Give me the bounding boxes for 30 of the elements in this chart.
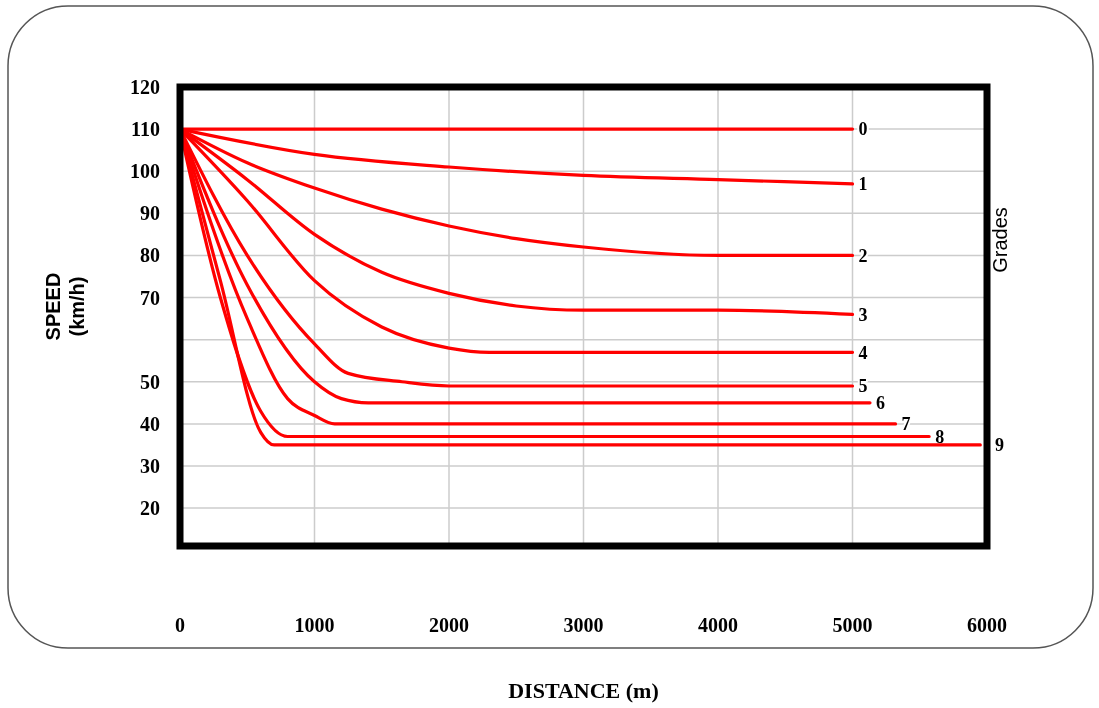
x-tick-label: 4000 [698,614,738,636]
y-tick-label: 120 [130,76,160,98]
series-label: 3 [858,304,868,325]
series-label: 8 [935,426,945,447]
y-axis-title: SPEED (km/h) [42,272,88,341]
series-label: 6 [875,393,885,414]
y-tick-label: 80 [140,244,160,267]
series-label: 0 [858,119,868,140]
x-tick-label: 0 [175,614,185,636]
x-tick-label: 2000 [429,614,469,636]
y-tick-label: 30 [140,454,160,477]
y-tick-label: 70 [140,286,160,309]
series-label: 1 [858,174,868,195]
x-tick-label: 3000 [563,614,604,636]
y-tick-label: 90 [140,202,160,225]
y-tick-label: 100 [130,160,160,183]
series-label: 4 [858,342,868,363]
x-tick-label: 5000 [832,614,873,636]
y-tick-label: 50 [140,370,160,393]
series-label: 9 [995,435,1004,456]
x-axis-title: DISTANCE (m) [508,678,659,703]
x-tick-label: 1000 [294,614,335,636]
y-tick-label: 40 [140,412,160,435]
series-label: 5 [858,376,868,397]
series-label: 2 [858,245,868,266]
series-label: 7 [901,414,911,435]
text: Grades [989,207,1011,273]
x-tick-label: 6000 [967,614,1007,636]
y-tick-label: 110 [131,118,160,141]
y-tick-label: 20 [140,497,160,520]
